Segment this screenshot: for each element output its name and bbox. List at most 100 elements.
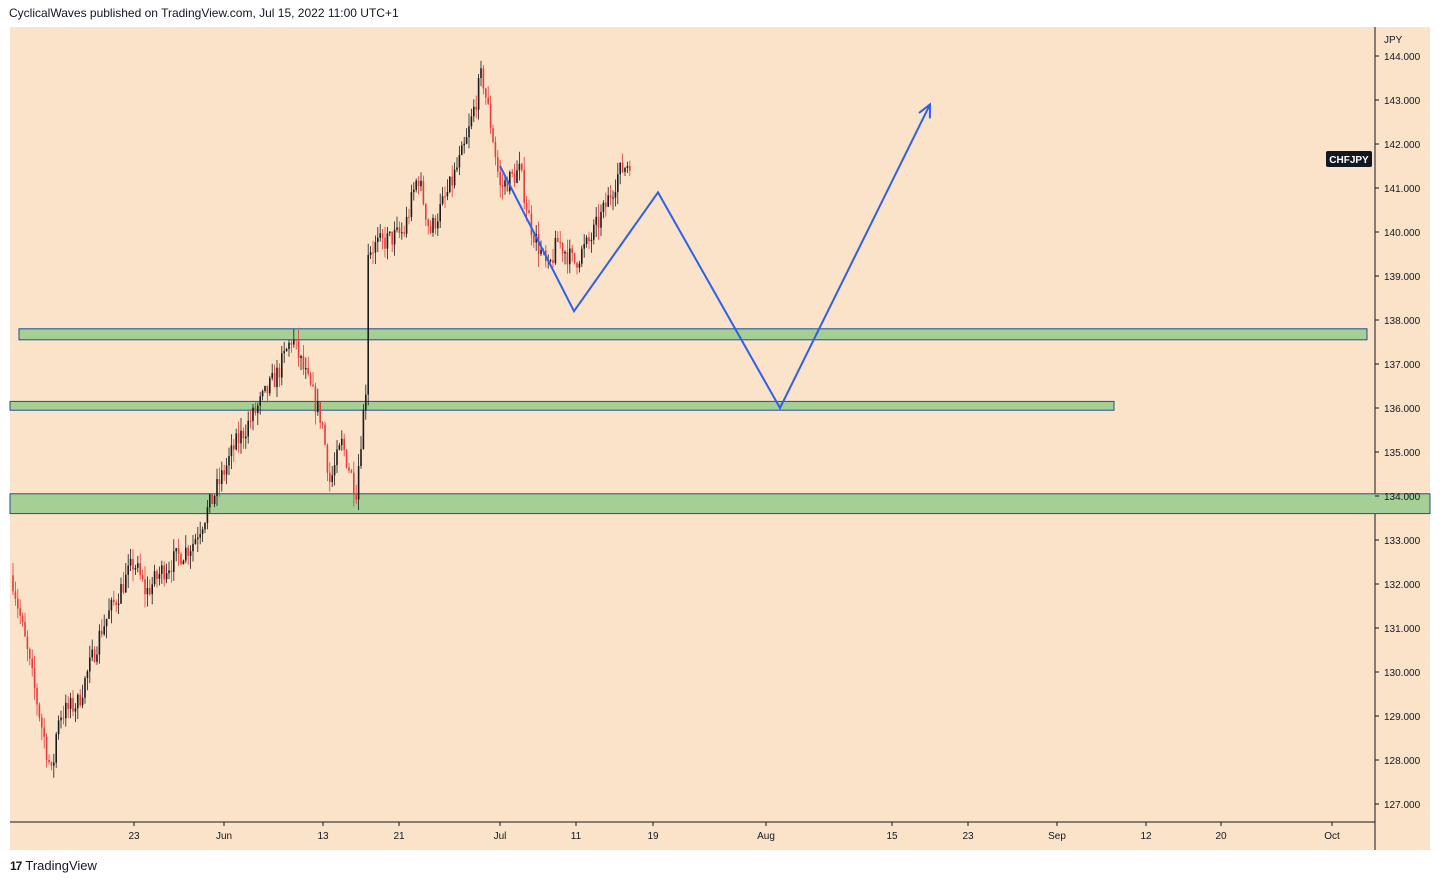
- candle: [127, 554, 129, 588]
- candle: [494, 136, 497, 166]
- candle: [573, 252, 576, 265]
- candle: [98, 624, 101, 664]
- candle: [597, 204, 600, 240]
- candle: [115, 599, 117, 613]
- candle: [105, 618, 108, 639]
- candle: [437, 213, 439, 237]
- candle: [67, 696, 69, 719]
- candle: [302, 345, 305, 375]
- candle: [21, 612, 24, 627]
- price-tick-label: 127.000: [1384, 800, 1421, 811]
- candle: [149, 579, 151, 596]
- candle: [451, 165, 453, 198]
- candle: [110, 597, 113, 624]
- candle: [29, 647, 31, 666]
- candle: [33, 656, 36, 700]
- candle: [398, 221, 401, 238]
- time-tick-label: 23: [128, 831, 140, 842]
- candle: [612, 190, 614, 211]
- candle: [271, 363, 273, 381]
- candle: [65, 694, 67, 727]
- candle: [389, 231, 391, 237]
- price-tick-label: 135.000: [1384, 448, 1421, 459]
- candle: [379, 224, 381, 242]
- candle: [482, 65, 485, 95]
- candle: [50, 761, 53, 771]
- candle: [180, 552, 182, 566]
- candle: [216, 468, 218, 507]
- candle: [624, 166, 626, 177]
- candle: [528, 199, 530, 214]
- candle: [48, 754, 50, 765]
- candle: [173, 539, 175, 581]
- candle: [585, 235, 588, 248]
- time-tick-label: 23: [962, 831, 974, 842]
- candle: [125, 562, 127, 593]
- candle: [269, 375, 271, 397]
- candle: [473, 99, 475, 123]
- candle: [266, 385, 269, 403]
- candle: [103, 614, 105, 636]
- projection-path[interactable]: [499, 102, 932, 411]
- candle: [432, 214, 434, 237]
- candle: [489, 95, 492, 134]
- candle: [228, 447, 230, 476]
- candle: [429, 220, 432, 235]
- price-tick-label: 142.000: [1384, 140, 1421, 151]
- candle: [12, 563, 14, 596]
- candle: [557, 231, 559, 243]
- candle: [581, 245, 583, 267]
- tradingview-logo-icon: 17: [10, 858, 22, 873]
- candle: [417, 176, 420, 195]
- candle: [456, 157, 458, 173]
- candle: [403, 225, 405, 237]
- candle: [566, 239, 569, 274]
- candle: [209, 493, 211, 513]
- candle: [425, 203, 427, 226]
- support-zones: [9, 328, 1431, 515]
- candle: [168, 561, 170, 579]
- candle: [57, 715, 60, 740]
- candle: [69, 692, 72, 719]
- candle: [43, 717, 45, 749]
- candle: [117, 593, 120, 615]
- candle: [465, 128, 468, 145]
- candle: [281, 346, 283, 386]
- candle: [617, 162, 619, 205]
- time-tick-label: Aug: [757, 831, 775, 842]
- projection-line[interactable]: [499, 103, 931, 411]
- time-tick-label: 21: [393, 831, 405, 842]
- candle: [213, 494, 216, 508]
- candle: [194, 533, 197, 545]
- candle: [218, 467, 221, 497]
- candle: [38, 702, 41, 722]
- candle: [79, 689, 81, 708]
- candle: [139, 553, 141, 580]
- candle: [393, 221, 396, 256]
- time-tick-label: 12: [1140, 831, 1152, 842]
- time-tick-label: Jun: [216, 831, 232, 842]
- price-tick-label: 130.000: [1384, 668, 1421, 679]
- support-zone-3[interactable]: [9, 493, 1431, 515]
- support-zone-1[interactable]: [18, 328, 1368, 341]
- price-tick-label: 134.000: [1384, 492, 1421, 503]
- candle: [470, 108, 473, 130]
- candle: [477, 74, 480, 120]
- candle: [257, 402, 259, 426]
- candle: [509, 170, 511, 195]
- candle: [444, 186, 446, 209]
- candle: [204, 522, 206, 533]
- candle: [26, 630, 29, 662]
- candle: [521, 162, 523, 173]
- tradingview-brand[interactable]: 17 TradingView: [10, 858, 97, 873]
- support-zone-2[interactable]: [9, 400, 1115, 411]
- candle: [461, 141, 463, 156]
- price-tick-label: 143.000: [1384, 96, 1421, 107]
- publish-info: CyclicalWaves published on TradingView.c…: [9, 6, 399, 20]
- candle: [449, 176, 451, 194]
- candle: [480, 60, 482, 87]
- candle: [362, 404, 365, 450]
- candle: [321, 420, 324, 429]
- candle: [336, 440, 338, 474]
